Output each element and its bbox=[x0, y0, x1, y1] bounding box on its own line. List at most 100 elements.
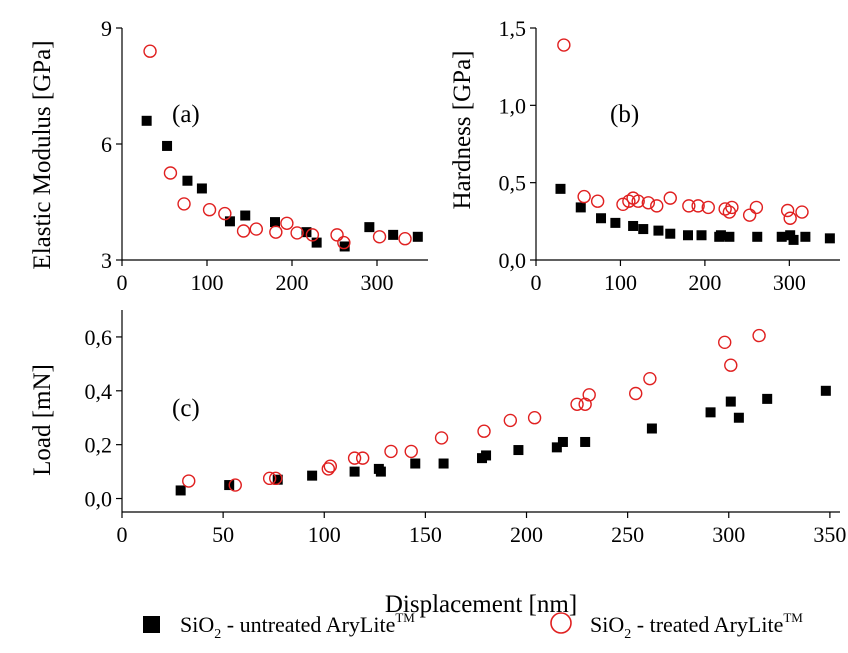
data-point-circle bbox=[663, 191, 677, 205]
x-tick-label: 100 bbox=[308, 522, 341, 547]
data-point-square bbox=[752, 231, 763, 242]
data-point-circle bbox=[783, 211, 797, 225]
data-point-circle bbox=[682, 199, 696, 213]
series-untreated bbox=[175, 385, 831, 496]
data-point-circle bbox=[557, 38, 571, 52]
y-tick-label: 1,0 bbox=[499, 93, 527, 118]
data-point-square bbox=[762, 393, 773, 404]
data-point-circle bbox=[691, 199, 705, 213]
data-point-circle bbox=[321, 462, 335, 476]
data-point-circle bbox=[177, 197, 191, 211]
data-point-circle bbox=[749, 200, 764, 215]
legend-marker-open-circle bbox=[550, 612, 572, 634]
data-point-square bbox=[412, 231, 423, 242]
x-tick-label: 300 bbox=[712, 522, 745, 547]
data-point-square bbox=[724, 231, 735, 242]
data-point-circle bbox=[570, 397, 584, 411]
data-point-circle bbox=[724, 358, 738, 372]
data-point-circle bbox=[718, 335, 732, 350]
data-point-square bbox=[820, 385, 831, 396]
data-point-square bbox=[438, 458, 449, 469]
x-axis-title: Displacement [nm] bbox=[385, 591, 577, 618]
data-point-circle bbox=[347, 451, 362, 465]
data-point-square bbox=[705, 407, 716, 418]
data-point-square bbox=[638, 224, 649, 235]
panel-c-load: 0 50 100 150 200 250 300 350 0,0 0,2 0,4 0,6 Load [m… bbox=[29, 310, 846, 618]
data-point-square bbox=[141, 115, 152, 126]
panel-label: (a) bbox=[172, 101, 200, 128]
data-point-circle bbox=[643, 371, 657, 386]
series-treated bbox=[182, 328, 766, 492]
data-point-square bbox=[272, 474, 283, 485]
data-point-circle bbox=[503, 413, 518, 428]
x-tick-label: 0 bbox=[117, 270, 128, 295]
data-point-square bbox=[665, 228, 676, 239]
data-point-circle bbox=[163, 166, 178, 180]
data-point-circle bbox=[631, 194, 645, 208]
data-point-circle bbox=[182, 474, 196, 488]
series-treated bbox=[557, 38, 809, 225]
y-tick-label: 0,2 bbox=[85, 433, 113, 458]
data-point-square bbox=[696, 230, 707, 241]
data-point-square bbox=[776, 231, 787, 242]
data-point-square bbox=[162, 140, 173, 151]
x-tick-label: 50 bbox=[212, 522, 234, 547]
data-point-square bbox=[196, 183, 207, 194]
data-point-square bbox=[715, 230, 726, 241]
y-tick-label: 0,0 bbox=[499, 248, 527, 273]
y-axis-title: Elastic Modulus [GPa] bbox=[29, 40, 56, 269]
data-point-circle bbox=[330, 228, 344, 242]
y-axis-title: Hardness [GPa] bbox=[449, 51, 476, 210]
data-point-square bbox=[733, 412, 744, 423]
x-tick-label: 250 bbox=[611, 522, 644, 547]
x-tick-label: 300 bbox=[773, 270, 806, 295]
data-point-square bbox=[551, 442, 562, 453]
data-point-square bbox=[788, 234, 799, 245]
y-tick-label: 0,6 bbox=[85, 325, 113, 350]
data-point-circle bbox=[527, 411, 542, 425]
data-point-square bbox=[610, 217, 621, 228]
series-treated bbox=[143, 44, 412, 250]
x-tick-label: 0 bbox=[117, 522, 128, 547]
data-point-circle bbox=[582, 388, 596, 402]
data-point-square bbox=[182, 175, 193, 186]
data-point-circle bbox=[305, 228, 320, 242]
data-point-square bbox=[375, 466, 386, 477]
data-point-circle bbox=[701, 200, 715, 215]
data-point-square bbox=[653, 225, 664, 236]
data-point-square bbox=[683, 230, 693, 241]
data-point-square bbox=[364, 222, 375, 233]
data-point-square bbox=[800, 231, 811, 242]
y-tick-label: 6 bbox=[101, 132, 112, 157]
data-point-square bbox=[388, 229, 399, 240]
data-point-square bbox=[824, 233, 835, 244]
data-point-circle bbox=[722, 205, 737, 219]
data-point-square bbox=[307, 470, 318, 481]
data-point-square bbox=[270, 217, 280, 228]
data-point-square bbox=[513, 445, 524, 456]
data-point-square bbox=[311, 237, 322, 248]
data-point-square bbox=[580, 436, 591, 447]
panel-a-elastic-modulus: 0 100 200 300 3 6 9 Elastic Modulus [GPa] (a) bbox=[29, 16, 428, 295]
data-point-circle bbox=[262, 471, 277, 486]
data-point-circle bbox=[384, 444, 398, 459]
data-point-circle bbox=[269, 471, 283, 486]
data-point-circle bbox=[641, 196, 656, 210]
data-point-circle bbox=[404, 444, 418, 459]
data-point-circle bbox=[650, 199, 664, 213]
data-point-circle bbox=[323, 459, 338, 473]
legend-entry-treated: SiO2 - treated AryLiteTM bbox=[550, 610, 803, 642]
data-point-square bbox=[575, 202, 586, 213]
x-tick-label: 200 bbox=[688, 270, 721, 295]
data-point-circle bbox=[725, 200, 739, 215]
x-tick-label: 200 bbox=[510, 522, 543, 547]
legend-label-untreated: SiO2 - untreated AryLiteTM bbox=[180, 610, 415, 642]
data-point-circle bbox=[355, 451, 370, 465]
y-axis-title: Load [mN] bbox=[29, 364, 56, 476]
y-tick-label: 0,4 bbox=[85, 379, 113, 404]
legend-entry-untreated: SiO2 - untreated AryLiteTM bbox=[143, 610, 415, 642]
data-point-square bbox=[557, 436, 568, 447]
x-tick-label: 0 bbox=[531, 270, 542, 295]
data-point-circle bbox=[477, 424, 491, 438]
